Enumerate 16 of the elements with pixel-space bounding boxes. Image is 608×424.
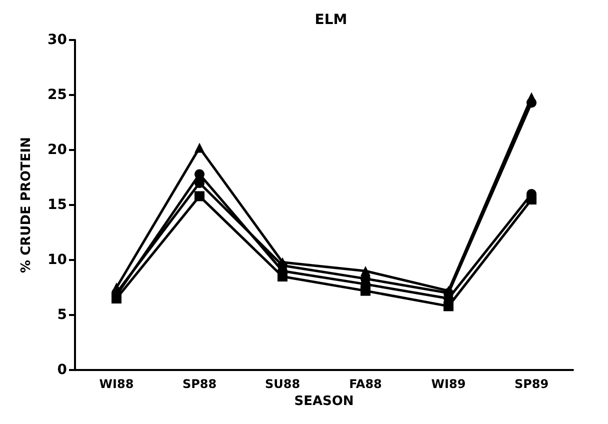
x-tick-label: FA88: [349, 377, 382, 391]
y-tick-label: 10: [48, 252, 68, 268]
y-tick-label: 25: [48, 87, 67, 103]
y-tick-label: 20: [48, 142, 68, 158]
chart-title: ELM: [314, 12, 348, 28]
x-tick-label: SP89: [514, 377, 549, 391]
y-tick-label: 30: [48, 32, 68, 48]
y-axis-title: % CRUDE PROTEIN: [19, 137, 34, 273]
y-tick-label: 0: [57, 362, 68, 378]
y-tick-label: 15: [48, 197, 67, 213]
x-tick-label: WI89: [431, 377, 466, 391]
x-tick-label: SP88: [182, 377, 217, 391]
x-tick-label: SU88: [264, 377, 300, 391]
x-tick-label: WI88: [99, 377, 134, 391]
y-tick-label: 5: [57, 307, 67, 323]
x-axis-title: SEASON: [294, 394, 354, 409]
